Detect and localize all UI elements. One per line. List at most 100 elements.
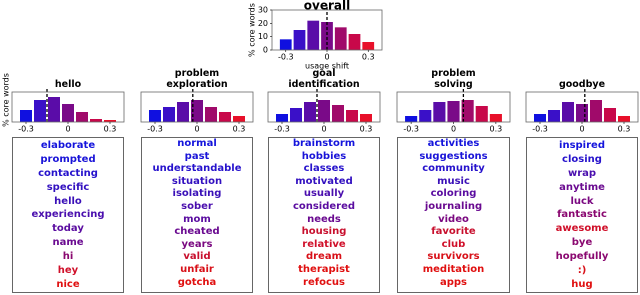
panel-title: problem solving [431, 68, 476, 90]
word: contacting [38, 167, 98, 179]
bar [205, 107, 217, 122]
word: luck [570, 195, 594, 207]
bar [76, 112, 88, 122]
word: survivors [427, 251, 480, 263]
bar [590, 100, 602, 122]
bar [279, 39, 292, 50]
word: motivated [295, 175, 353, 187]
word: mom [183, 213, 211, 225]
x-tick-label: 0.3 [362, 53, 375, 62]
x-tick-label: 0 [451, 125, 456, 134]
word: unfair [180, 263, 214, 275]
word: sober [181, 200, 213, 212]
bar [534, 114, 546, 122]
y-axis-label: % core words [248, 3, 257, 57]
x-tick-label: 0.3 [233, 125, 246, 134]
word: activities [427, 138, 480, 149]
bar [177, 102, 189, 122]
word: suggestions [419, 150, 488, 162]
bar [360, 114, 372, 122]
word: considered [292, 200, 356, 212]
x-tick-label: -0.3 [532, 125, 548, 134]
word: therapist [298, 263, 350, 275]
panel-title: goodbye [558, 79, 606, 90]
word: needs [307, 213, 341, 225]
word: today [52, 223, 84, 235]
word: favorite [431, 226, 476, 238]
word: valid [183, 251, 211, 263]
x-tick-label: 0 [194, 125, 199, 134]
panel-title: problem exploration [166, 68, 228, 90]
bar [475, 106, 488, 122]
word: past [184, 150, 210, 162]
bar [548, 110, 560, 122]
word: video [438, 213, 469, 225]
panel-title: hello [54, 79, 82, 90]
bar [461, 100, 474, 122]
x-tick-label: 0 [321, 125, 326, 134]
word: usually [303, 188, 345, 200]
bar [419, 110, 432, 122]
x-tick-label: 0 [65, 125, 70, 134]
word: relative [302, 238, 346, 250]
bar [276, 114, 288, 122]
word: nice [56, 278, 80, 290]
bar [562, 102, 574, 122]
word: hey [57, 265, 79, 277]
x-axis-label: usage shift [305, 62, 349, 71]
bar [304, 102, 316, 122]
bar [290, 108, 302, 122]
x-tick-label: -0.3 [278, 53, 294, 62]
bar [48, 97, 60, 122]
x-tick-label: 0.3 [490, 125, 503, 134]
x-tick-label: -0.3 [403, 125, 419, 134]
word: normal [177, 138, 217, 149]
bar [62, 104, 74, 122]
bar [447, 101, 460, 122]
word: gotcha [177, 276, 217, 288]
bar [346, 110, 358, 122]
x-tick-label: 0.3 [360, 125, 373, 134]
word: housing [301, 226, 347, 238]
word: hi [62, 251, 74, 263]
chart-title: overall [304, 0, 350, 13]
bar [219, 112, 231, 122]
word: experiencing [31, 209, 105, 221]
word: dream [305, 251, 343, 263]
bar [34, 100, 46, 122]
word: cheated [174, 226, 220, 238]
word: hobbies [301, 150, 347, 162]
word-list: activities suggestions community music color… [397, 137, 510, 293]
bar [433, 102, 446, 122]
y-axis-label: % core words [2, 73, 11, 127]
word-list: inspired closing wrap anytime luck fantastic a… [526, 137, 638, 293]
bar [163, 107, 175, 122]
word: name [52, 237, 84, 249]
bar [348, 34, 361, 50]
x-tick-label: -0.3 [147, 125, 163, 134]
y-tick-label: 30 [258, 6, 268, 15]
word: years [181, 238, 213, 250]
bar [20, 110, 32, 122]
bar [576, 104, 588, 122]
word: hello [54, 195, 82, 207]
bar [90, 119, 102, 122]
word: situation [171, 175, 223, 187]
bar [233, 116, 245, 122]
word: fantastic [557, 209, 607, 221]
bar [405, 116, 418, 122]
bar [334, 27, 347, 50]
word: classes [303, 163, 345, 175]
x-tick-label: 0.3 [104, 125, 117, 134]
word: :) [577, 265, 587, 277]
word: anytime [559, 181, 605, 193]
word: bye [571, 237, 593, 249]
word: meditation [422, 263, 485, 275]
word: closing [562, 153, 602, 165]
word: elaborate [40, 140, 96, 151]
bar [332, 105, 344, 122]
word-list: elaborate prompted contacting specific hello… [12, 137, 124, 293]
word: journaling [424, 200, 483, 212]
